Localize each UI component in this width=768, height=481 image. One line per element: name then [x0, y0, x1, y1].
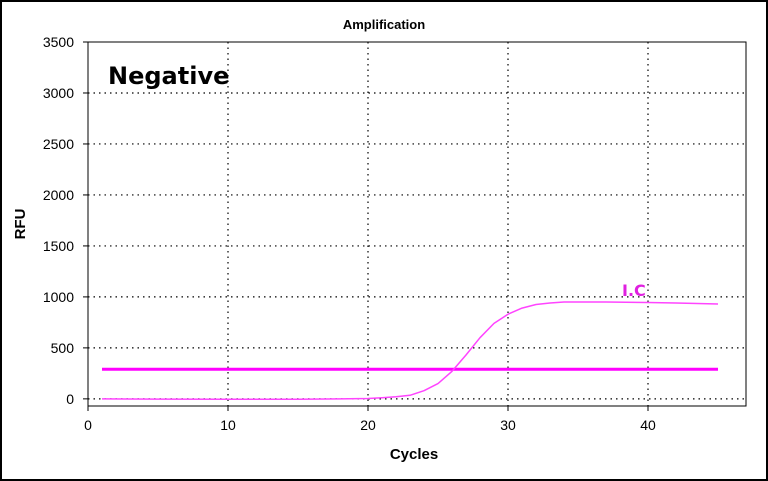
y-tick-label: 3500: [43, 34, 74, 50]
x-tick-label: 40: [640, 417, 656, 433]
x-axis-ticks: 0 10 20 30 40: [84, 406, 656, 433]
grid-lines: [88, 42, 746, 406]
x-tick-label: 30: [500, 417, 516, 433]
y-axis-label: RFU: [12, 209, 29, 240]
plot-area: [87, 41, 747, 407]
x-axis-label: Cycles: [390, 446, 438, 463]
y-tick-label: 2500: [43, 136, 74, 152]
series-line-ic: [101, 301, 719, 400]
y-tick-label: 1500: [43, 238, 74, 254]
x-tick-label: 20: [360, 417, 376, 433]
y-tick-label: 3000: [43, 85, 74, 101]
series-marks: [101, 301, 719, 400]
y-tick-label: 0: [66, 391, 74, 407]
x-tick-label: 10: [220, 417, 236, 433]
series-label-ic: I.C: [622, 281, 646, 300]
y-tick-label: 1000: [43, 289, 74, 305]
x-tick-label: 0: [84, 417, 92, 433]
negative-annotation: Negative: [108, 62, 229, 90]
y-tick-label: 2000: [43, 187, 74, 203]
chart-title: Amplification: [343, 17, 425, 32]
y-axis-ticks: 0 500 1000 1500 2000 2500 3000 3500: [43, 34, 88, 407]
y-tick-label: 500: [51, 340, 75, 356]
